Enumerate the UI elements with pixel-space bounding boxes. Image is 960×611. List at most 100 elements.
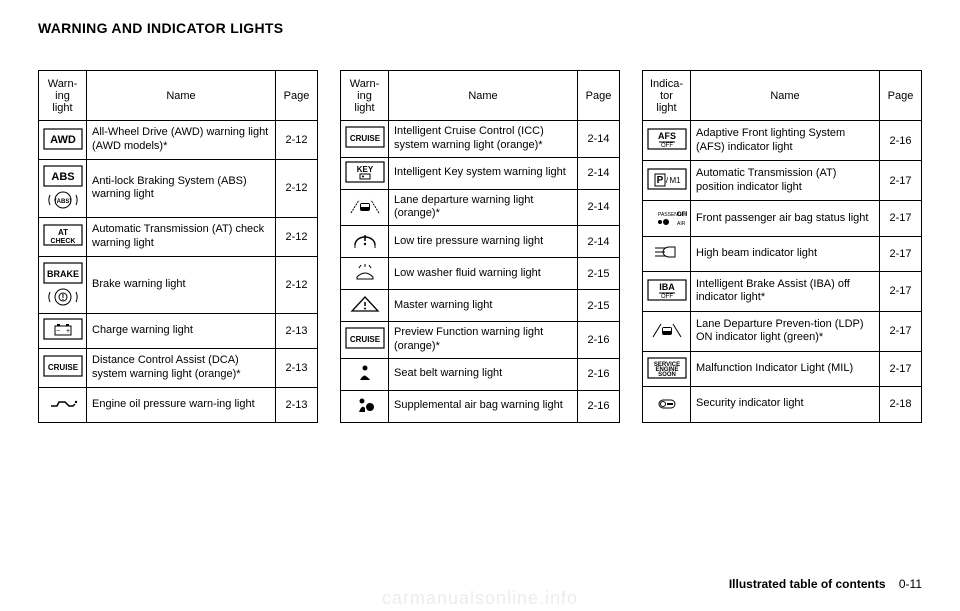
row-page: 2-16 (578, 390, 620, 422)
col-header-page: Page (880, 71, 922, 121)
row-name: Low tire pressure warning light (389, 226, 578, 258)
row-name: Distance Control Assist (DCA) system war… (87, 348, 276, 387)
pass_air-icon: PASSENGEROFFAIR BAG (643, 201, 691, 236)
col-header-name: Name (389, 71, 578, 121)
cruise-icon: CRUISE (341, 322, 389, 359)
brake-icon: BRAKE! (39, 256, 87, 313)
table-row: CRUISE Preview Function warning light (or… (341, 322, 620, 359)
svg-text:OFF: OFF (661, 294, 673, 300)
row-page: 2-16 (578, 358, 620, 390)
svg-text:OFF: OFF (677, 212, 687, 218)
row-page: 2-13 (276, 314, 318, 349)
cruise-icon: CRUISE (39, 348, 87, 387)
table-row: Seat belt warning light2-16 (341, 358, 620, 390)
table-row: Supplemental air bag warning light2-16 (341, 390, 620, 422)
row-page: 2-17 (880, 161, 922, 201)
key-icon: KEY (341, 157, 389, 189)
table-row: AWD All-Wheel Drive (AWD) warning light (… (39, 121, 318, 160)
row-name: All-Wheel Drive (AWD) warning light (AWD… (87, 121, 276, 160)
row-page: 2-14 (578, 189, 620, 226)
row-name: Security indicator light (691, 387, 880, 422)
footer-page-number: 0-11 (899, 577, 922, 591)
table-row: Security indicator light2-18 (643, 387, 922, 422)
warning-lights-table-2: Warn-inglight Name Page CRUISEIntelligen… (340, 70, 620, 423)
row-page: 2-14 (578, 226, 620, 258)
svg-text:CRUISE: CRUISE (47, 363, 78, 372)
security-icon (643, 387, 691, 422)
row-name: Brake warning light (87, 256, 276, 313)
page-title: WARNING AND INDICATOR LIGHTS (38, 20, 283, 36)
svg-text:−: − (55, 328, 59, 335)
svg-text:IBA: IBA (659, 282, 675, 292)
row-name: Intelligent Key system warning light (389, 157, 578, 189)
row-page: 2-13 (276, 348, 318, 387)
row-page: 2-18 (880, 387, 922, 422)
svg-text:SOON: SOON (658, 372, 676, 378)
col-header-name: Name (87, 71, 276, 121)
table-row: Low tire pressure warning light2-14 (341, 226, 620, 258)
svg-text:ABS: ABS (51, 171, 74, 183)
oil-icon (39, 387, 87, 422)
atcheck-icon: ATCHECK (39, 217, 87, 256)
seatbelt-icon (341, 358, 389, 390)
row-name: Charge warning light (87, 314, 276, 349)
row-name: Malfunction Indicator Light (MIL) (691, 352, 880, 387)
table-row: Lane Departure Preven-tion (LDP) ON indi… (643, 311, 922, 351)
svg-text:AWD: AWD (50, 134, 76, 146)
table-row: Low washer fluid warning light2-15 (341, 258, 620, 290)
table-row: CRUISEIntelligent Cruise Control (ICC) s… (341, 121, 620, 158)
watermark: carmanualsonline.info (0, 588, 960, 609)
row-page: 2-17 (880, 236, 922, 271)
row-page: 2-16 (880, 121, 922, 161)
table-row: CRUISE Distance Control Assist (DCA) syst… (39, 348, 318, 387)
row-name: Automatic Transmission (AT) position ind… (691, 161, 880, 201)
afs-icon: AFSOFF (643, 121, 691, 161)
battery-icon: −+ (39, 314, 87, 349)
table-row: AFSOFFAdaptive Front lighting System (AF… (643, 121, 922, 161)
cruise-icon: CRUISE (341, 121, 389, 158)
row-page: 2-17 (880, 311, 922, 351)
table3-body: AFSOFFAdaptive Front lighting System (AF… (643, 121, 922, 423)
iba-icon: IBA OFF (643, 271, 691, 311)
svg-text:!: ! (61, 293, 64, 302)
row-name: Lane departure warning light (orange)* (389, 189, 578, 226)
row-name: Preview Function warning light (orange)* (389, 322, 578, 359)
col-header-icon: Warn-inglight (39, 71, 87, 121)
svg-text:P: P (656, 175, 663, 186)
row-page: 2-14 (578, 157, 620, 189)
warning-lights-table-1: Warn-inglight Name Page AWDAll-Wheel Dri… (38, 70, 318, 423)
lane-icon (341, 189, 389, 226)
row-page: 2-13 (276, 387, 318, 422)
row-name: Engine oil pressure warn-ing light (87, 387, 276, 422)
airbag-icon (341, 390, 389, 422)
page-footer: Illustrated table of contents 0-11 (729, 577, 922, 591)
svg-text:CRUISE: CRUISE (349, 335, 380, 344)
row-page: 2-17 (880, 271, 922, 311)
svg-text:BRAKE: BRAKE (46, 269, 78, 279)
svg-text:AT: AT (57, 228, 67, 237)
row-page: 2-12 (276, 160, 318, 217)
table-row: Master warning light2-15 (341, 290, 620, 322)
atpos-icon: P/M1 (643, 161, 691, 201)
row-page: 2-12 (276, 256, 318, 313)
table-row: SERVICEENGINESOONMalfunction Indicator L… (643, 352, 922, 387)
svg-text:KEY: KEY (356, 165, 373, 174)
svg-text:AIR BAG: AIR BAG (677, 221, 687, 227)
table-row: Lane departure warning light (orange)*2-… (341, 189, 620, 226)
svg-text:/: / (665, 176, 668, 185)
row-name: Master warning light (389, 290, 578, 322)
abs-icon: ABS(ABS) (39, 160, 87, 217)
tire-icon (341, 226, 389, 258)
col-header-page: Page (578, 71, 620, 121)
row-page: 2-17 (880, 201, 922, 236)
table2-body: CRUISEIntelligent Cruise Control (ICC) s… (341, 121, 620, 423)
row-name: Anti-lock Braking System (ABS) warning l… (87, 160, 276, 217)
col-header-icon: Indica-torlight (643, 71, 691, 121)
row-name: Lane Departure Preven-tion (LDP) ON indi… (691, 311, 880, 351)
table-row: −+Charge warning light2-13 (39, 314, 318, 349)
table-row: High beam indicator light2-17 (643, 236, 922, 271)
row-page: 2-14 (578, 121, 620, 158)
awd-icon: AWD (39, 121, 87, 160)
table-row: BRAKE!Brake warning light2-12 (39, 256, 318, 313)
svg-text:+: + (65, 328, 69, 335)
